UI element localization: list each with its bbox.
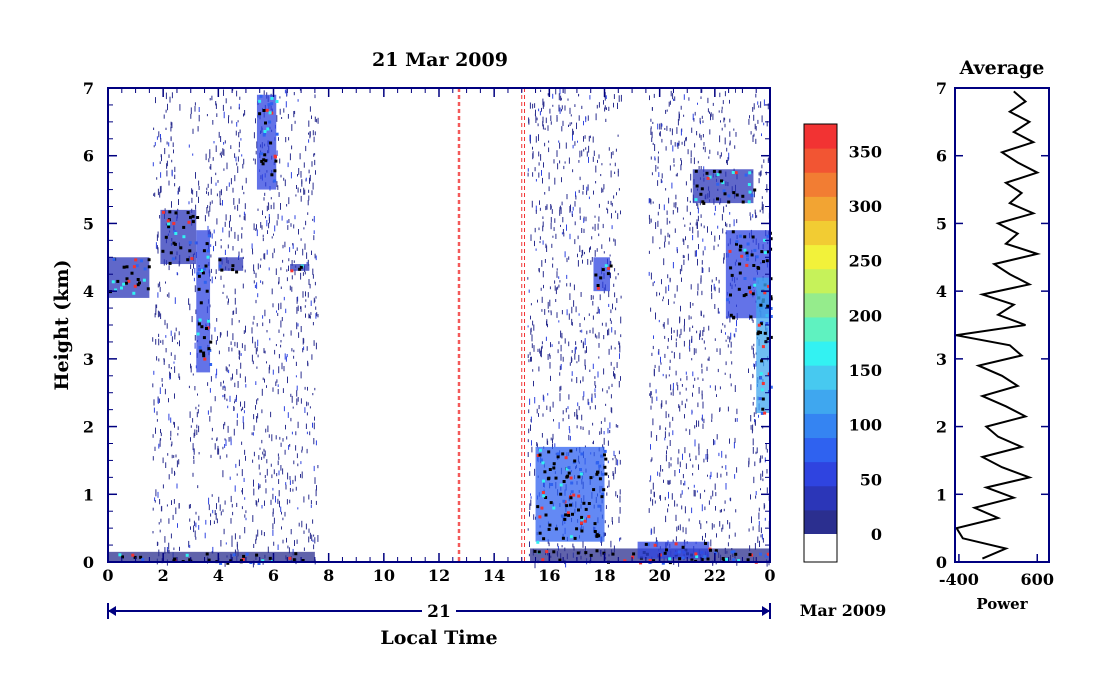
x-tick-label: 0 bbox=[102, 566, 113, 585]
x-tick-label: 16 bbox=[538, 566, 560, 585]
colorbar-tick-label: 350 bbox=[849, 142, 882, 161]
average-x-axis-label: Power bbox=[976, 595, 1028, 613]
colorbar-swatch bbox=[804, 124, 837, 149]
y-tick-label: 0 bbox=[83, 553, 94, 572]
data-region bbox=[756, 277, 773, 415]
average-y-tick-label: 1 bbox=[936, 485, 947, 504]
x-axis-label: Local Time bbox=[380, 627, 497, 649]
colorbar-swatch bbox=[804, 389, 837, 414]
average-plot-frame bbox=[954, 87, 1050, 563]
date-bar-day: 21 bbox=[427, 602, 451, 622]
average-x-tick-label: -400 bbox=[939, 570, 979, 589]
colorbar-swatch bbox=[804, 485, 837, 511]
average-y-tick-label: 7 bbox=[936, 79, 947, 98]
x-tick-label: 14 bbox=[483, 566, 505, 585]
y-tick-label: 1 bbox=[83, 485, 94, 504]
colorbar-swatch bbox=[804, 437, 837, 463]
noise-band bbox=[648, 88, 738, 567]
average-series-line bbox=[955, 90, 1042, 560]
y-tick-label: 6 bbox=[83, 147, 94, 166]
average-profile-plot: 0 1 2 3 4 5 6 7 -400 600 bbox=[936, 79, 1054, 589]
x-tick-label: 22 bbox=[704, 566, 726, 585]
data-region bbox=[593, 257, 613, 292]
data-region bbox=[196, 230, 213, 373]
date-bar-month-year: Mar 2009 bbox=[800, 601, 887, 620]
colorbar-swatch bbox=[804, 509, 837, 535]
data-region bbox=[535, 446, 608, 544]
average-y-tick-label: 4 bbox=[936, 282, 947, 301]
average-y-tick-label: 0 bbox=[936, 553, 947, 572]
colorbar-swatch bbox=[804, 316, 837, 342]
colorbar-swatch bbox=[804, 172, 837, 197]
noise-band bbox=[152, 92, 181, 566]
colorbar-swatch bbox=[804, 365, 837, 390]
data-region bbox=[637, 541, 712, 562]
colorbar-tick-label: 300 bbox=[849, 197, 882, 216]
chart-title: 21 Mar 2009 bbox=[372, 49, 508, 71]
x-tick-label: 6 bbox=[268, 566, 279, 585]
colorbar-tick-label: 250 bbox=[849, 252, 882, 271]
x-tick-label: 4 bbox=[213, 566, 224, 585]
colorbar-swatch bbox=[804, 196, 837, 221]
data-region bbox=[218, 257, 244, 274]
average-x-tick-label: 600 bbox=[1021, 570, 1054, 589]
colorbar-swatch bbox=[804, 220, 837, 246]
colorbar-swatch bbox=[804, 268, 837, 294]
y-tick-label: 4 bbox=[83, 282, 94, 301]
colorbar-swatch bbox=[804, 244, 837, 270]
colorbar-swatch bbox=[804, 292, 837, 318]
x-tick-label: 10 bbox=[373, 566, 395, 585]
data-region bbox=[160, 209, 200, 265]
average-y-tick-label: 3 bbox=[936, 350, 947, 369]
colorbar: 0 50 100 150 200 250 300 350 bbox=[803, 123, 882, 563]
colorbar-tick-label: 50 bbox=[860, 470, 882, 489]
x-tick-label: 18 bbox=[593, 566, 615, 585]
colorbar-swatch bbox=[804, 341, 837, 366]
x-tick-label: 2 bbox=[158, 566, 169, 585]
date-bar: 21 Mar 2009 bbox=[107, 601, 887, 622]
colorbar-swatch bbox=[804, 461, 837, 487]
y-tick-label: 2 bbox=[83, 418, 94, 437]
colorbar-swatch bbox=[804, 413, 837, 439]
x-tick-label: 12 bbox=[428, 566, 450, 585]
y-tick-label: 7 bbox=[83, 79, 94, 98]
data-region bbox=[692, 169, 757, 205]
x-tick-label: 20 bbox=[649, 566, 671, 585]
data-region bbox=[290, 264, 310, 273]
colorbar-tick-label: 200 bbox=[849, 306, 882, 325]
colorbar-swatch bbox=[804, 148, 837, 173]
colorbar-frame bbox=[803, 123, 838, 563]
colorbar-tick-label: 100 bbox=[849, 416, 882, 435]
y-tick-label: 3 bbox=[83, 350, 94, 369]
y-tick-label: 5 bbox=[83, 214, 94, 233]
colorbar-tick-label: 0 bbox=[871, 525, 882, 544]
data-region bbox=[256, 94, 279, 190]
data-region bbox=[108, 551, 315, 565]
y-axis-label: Height (km) bbox=[51, 260, 73, 391]
x-tick-label: 0 bbox=[764, 566, 775, 585]
colorbar-bottom-swatch bbox=[804, 534, 837, 562]
average-title: Average bbox=[959, 57, 1045, 79]
colorbar-tick-label: 150 bbox=[849, 361, 882, 380]
average-y-tick-label: 2 bbox=[936, 418, 947, 437]
noise-band bbox=[204, 88, 247, 567]
x-tick-label: 8 bbox=[323, 566, 334, 585]
average-y-tick-label: 6 bbox=[936, 147, 947, 166]
average-y-tick-label: 5 bbox=[936, 214, 947, 233]
